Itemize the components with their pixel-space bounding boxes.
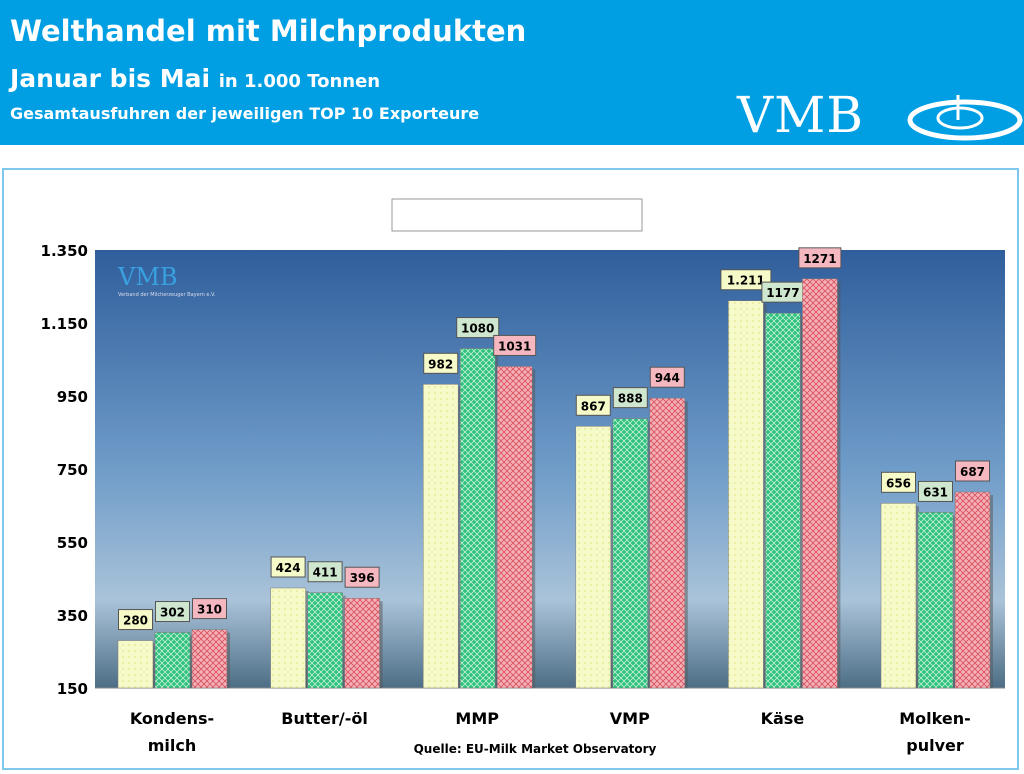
- data-label: 687: [960, 465, 985, 479]
- data-label-box: [955, 460, 990, 482]
- data-label: 867: [581, 399, 606, 413]
- data-label-box: [307, 561, 343, 583]
- data-label-box: [118, 609, 153, 631]
- data-label: 310: [197, 603, 222, 617]
- data-label-box: [798, 247, 842, 269]
- data-label-box: [456, 317, 500, 339]
- bar-2022: [880, 503, 917, 689]
- source-note: Quelle: EU-Milk Market Observatory: [414, 742, 657, 756]
- data-label: 1031: [498, 339, 531, 353]
- y-tick-label: 1.350: [41, 242, 88, 260]
- data-label-box: [575, 394, 611, 416]
- header-banner: Welthandel mit Milchprodukten Januar bis…: [0, 0, 1024, 145]
- data-label: 1271: [803, 252, 836, 266]
- chart-frame: [2, 168, 1019, 770]
- bar-2023: [917, 512, 954, 689]
- y-tick-label: 350: [57, 607, 88, 625]
- data-label-box: [918, 480, 953, 502]
- y-tick-label: 950: [57, 388, 88, 406]
- subtitle2: Gesamtausfuhren der jeweiligen TOP 10 Ex…: [10, 104, 480, 123]
- inner-logo: VMB: [117, 263, 178, 291]
- y-tick-label: 750: [57, 461, 88, 479]
- x-tick-label: pulver: [906, 736, 964, 755]
- bar-2023: [459, 348, 496, 689]
- data-label: 1177: [766, 286, 799, 300]
- bar-2022: [422, 384, 459, 689]
- logo-swoosh-icon: [907, 95, 1023, 141]
- bar-2023: [612, 418, 649, 689]
- y-tick-label: 550: [57, 534, 88, 552]
- data-label-box: [493, 334, 537, 356]
- bar-2024: [954, 491, 991, 689]
- x-tick-label: Butter/-öl: [281, 709, 368, 728]
- vmb-logo: VMB: [737, 86, 865, 144]
- data-label-box: [344, 566, 380, 588]
- data-label: 411: [313, 566, 338, 580]
- data-label-box: [270, 556, 306, 578]
- data-label-box: [192, 598, 227, 620]
- bar-2022: [270, 587, 306, 689]
- y-tick-label: 1.150: [41, 315, 88, 333]
- x-tick-label: MMP: [455, 709, 499, 728]
- subtitle-period: Januar bis Mai: [10, 64, 211, 93]
- x-tick-label: Kondens-: [130, 709, 214, 728]
- data-label: 424: [276, 561, 301, 575]
- bar-2024: [649, 397, 686, 689]
- data-label: 982: [428, 357, 453, 371]
- y-tick-label: 150: [57, 680, 88, 698]
- x-tick-label: Molken-: [899, 709, 971, 728]
- bar-2023: [765, 312, 801, 689]
- data-label: 396: [350, 571, 375, 585]
- data-label: 944: [655, 371, 680, 385]
- x-tick-label: VMP: [610, 709, 650, 728]
- bar-2022: [117, 640, 154, 689]
- data-label: 631: [923, 485, 948, 499]
- subtitle: Januar bis Mai in 1.000 Tonnen: [10, 64, 380, 93]
- inner-logo-sub: Verband der Milcherzeuger Bayern e.V.: [118, 292, 216, 298]
- data-label-box: [881, 471, 916, 493]
- data-label-box: [155, 601, 190, 623]
- data-label: 1.211: [727, 274, 765, 288]
- bar-2023: [154, 632, 191, 689]
- data-label-box: [423, 352, 459, 374]
- bar-2024: [344, 597, 380, 689]
- plot-background: [95, 250, 1005, 688]
- bar-2024: [496, 366, 533, 689]
- subtitle-unit: in 1.000 Tonnen: [218, 71, 381, 92]
- bar-2022: [728, 300, 764, 689]
- x-tick-label: Käse: [761, 709, 805, 728]
- legend: [391, 198, 643, 232]
- bar-2023: [307, 592, 343, 689]
- data-label: 656: [886, 476, 911, 490]
- title: Welthandel mit Milchprodukten: [10, 14, 527, 48]
- bar-2024: [802, 278, 838, 689]
- data-label: 280: [123, 614, 148, 628]
- bar-2022: [575, 426, 612, 689]
- data-label: 302: [160, 606, 185, 620]
- bar-2024: [191, 629, 228, 689]
- data-label: 1080: [461, 322, 494, 336]
- data-label-box: [720, 269, 772, 291]
- data-label-box: [612, 387, 648, 409]
- data-label-box: [649, 366, 685, 388]
- data-label: 888: [618, 392, 643, 406]
- x-tick-label: milch: [148, 736, 197, 755]
